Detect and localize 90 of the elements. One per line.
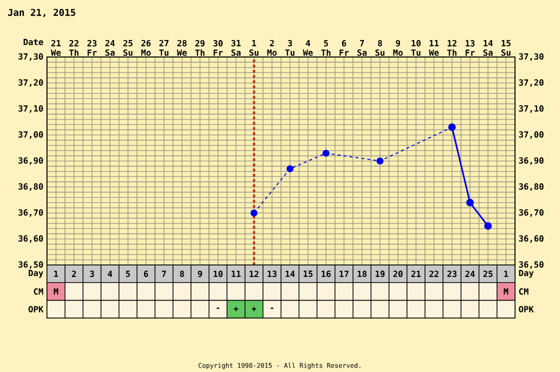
text: - (270, 307, 274, 309)
x-tick-label: 15 Su (501, 40, 511, 56)
x-tick-label: 2 (72, 270, 76, 277)
x-tick-label: 1 Su (249, 40, 258, 56)
x-tick-label: 11 (232, 270, 241, 277)
text: + (234, 306, 238, 312)
x-tick-label: 4 We (302, 40, 313, 56)
x-tick-label: 26 Mo (141, 40, 151, 56)
point (466, 198, 474, 206)
x-tick-label: 2 Mo (267, 40, 277, 56)
x-tick-label: 23 (447, 270, 457, 277)
x-tick-label: 13 Fr (466, 40, 475, 56)
x-tick-label: 5 (126, 270, 130, 277)
y2-tick-label: 36,60 (519, 235, 544, 242)
y2-tick-label: CM (519, 288, 528, 294)
x-tick-label: 1 (504, 270, 508, 277)
x-tick-label: 3 (90, 270, 94, 277)
x-tick-label: 10 Tu (411, 40, 421, 56)
x-tick-label: 10 (214, 270, 223, 277)
x-tick-label: 18 (358, 270, 367, 277)
y-tick-label: 36,60 (18, 235, 43, 242)
y2-tick-label: 37,20 (519, 79, 544, 87)
x-tick-label: 3 Tu (285, 40, 294, 56)
x-tick-label: 1 (54, 270, 58, 277)
y2-tick-label: 37,30 (519, 53, 544, 61)
x-tick-label: 25 (483, 270, 493, 277)
x-tick-label: 12 (250, 270, 258, 277)
x-tick-label: 25 Su (123, 40, 133, 56)
x-tick-label: 28 We (176, 40, 187, 56)
y2-tick-label: 37,10 (519, 105, 544, 112)
x-tick-label: 5 Th (321, 40, 330, 56)
y-tick-label: CM (34, 288, 44, 294)
x-tick-label: 16 (322, 270, 331, 277)
point (286, 165, 294, 172)
y-tick-label: 37,20 (18, 79, 43, 87)
y-tick-label: 37,30 (18, 53, 43, 61)
x-tick-label: 19 (376, 270, 385, 277)
y2-tick-label: 37,00 (519, 131, 544, 138)
y2-tick-label: 36,80 (519, 183, 544, 190)
x-tick-label: 9 (198, 270, 202, 277)
x-axis-title: Date (24, 38, 44, 45)
x-axis-title: Day (28, 270, 44, 278)
x-tick-label: 31 Sa (231, 40, 241, 56)
x-tick-label: 8 (180, 270, 184, 277)
x-tick-label: 13 (268, 270, 277, 277)
y-tick-label: 36,70 (18, 209, 43, 216)
x-tick-label: 8 Su (375, 40, 384, 56)
point (376, 157, 384, 164)
y2-tick-label: OPK (518, 306, 534, 312)
text: - (216, 307, 220, 309)
y2-tick-label: 36,90 (519, 157, 544, 164)
y-tick-label: OPK (28, 306, 44, 312)
y-tick-label: 36,80 (18, 183, 43, 190)
x-tick-label: 7 Sa (357, 40, 367, 56)
x-tick-label: 14 (286, 270, 295, 277)
x-tick-label: 24 Sa (105, 40, 115, 56)
y2-tick-label: 36,70 (519, 209, 544, 216)
x-tick-label: 22 Th (69, 40, 78, 56)
x-tick-label: 21 (411, 270, 421, 277)
text: + (252, 306, 256, 312)
x-tick-label: 30 Fr (213, 40, 223, 56)
text: Day (519, 270, 534, 278)
x-tick-label: 29 Th (195, 40, 205, 56)
text: M (504, 288, 508, 294)
x-tick-label: 17 (340, 270, 348, 277)
x-tick-label: 7 (162, 270, 166, 277)
x-tick-label: 15 (304, 270, 313, 277)
x-tick-label: 12 Th (447, 40, 456, 56)
x-tick-label: 27 Tu (159, 40, 168, 56)
point (322, 149, 330, 156)
x-tick-label: 11 We (428, 40, 439, 56)
x-tick-label: 22 (429, 270, 438, 277)
y-tick-label: 37,10 (18, 105, 43, 112)
x-tick-label: 20 (393, 270, 403, 277)
x-tick-label: 6 (144, 270, 148, 277)
text: M (54, 288, 58, 294)
chart-title: Jan 21, 2015 (8, 8, 76, 17)
point (484, 222, 492, 230)
y2-tick-label: 36,50 (519, 261, 544, 268)
point (250, 209, 258, 216)
x-tick-label: 6 Fr (340, 40, 349, 56)
x-tick-label: 21 We (50, 40, 61, 56)
y-tick-label: 36,50 (18, 261, 43, 268)
x-tick-label: 9 Mo (393, 40, 403, 56)
x-tick-label: 4 (108, 270, 112, 277)
x-tick-label: 14 Sa (483, 40, 493, 56)
x-tick-label: 23 Fr (87, 40, 97, 56)
y-tick-label: 37,00 (18, 131, 43, 138)
y-tick-label: 36,90 (18, 157, 43, 164)
x-tick-label: 24 (465, 270, 475, 277)
